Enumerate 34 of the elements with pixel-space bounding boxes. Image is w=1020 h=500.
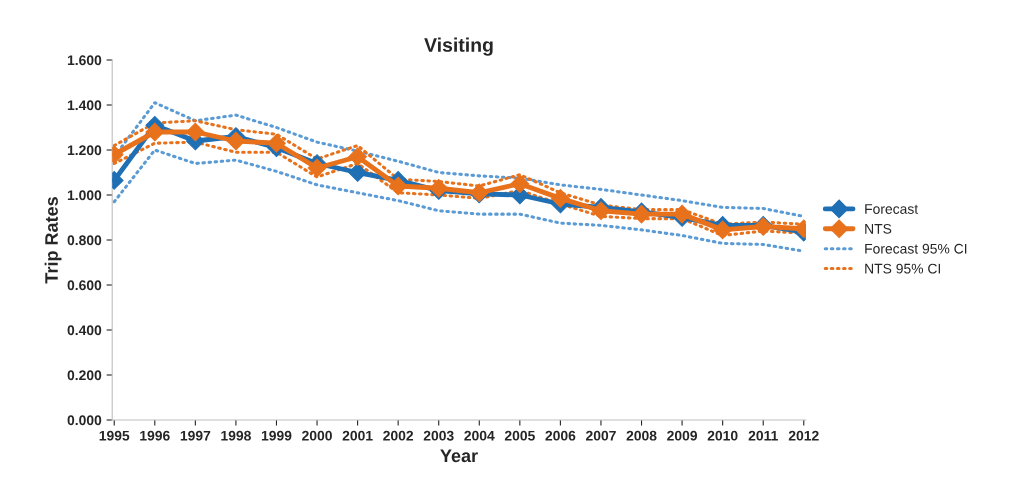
- legend-label: Forecast 95% CI: [865, 243, 967, 254]
- x-tick-label: 2005: [504, 430, 535, 441]
- x-tick-label: 2004: [464, 430, 495, 441]
- x-tick-label: 2002: [383, 430, 414, 441]
- y-tick-label: 1.600: [67, 55, 102, 66]
- y-tick-label: 1.400: [67, 100, 102, 111]
- y-tick-label: 0.600: [67, 280, 102, 291]
- y-tick-label: 0.400: [67, 325, 102, 336]
- x-tick-label: 1996: [140, 430, 170, 441]
- x-tick-label: 2008: [626, 430, 657, 441]
- x-tick-label: 2010: [707, 430, 738, 441]
- legend-label: NTS: [865, 223, 892, 234]
- x-tick-label: 2003: [423, 430, 454, 441]
- y-tick-label: 0.200: [67, 370, 102, 381]
- x-tick-label: 1995: [99, 430, 130, 441]
- x-tick-label: 2006: [545, 430, 576, 441]
- legend-label: NTS 95% CI: [865, 263, 941, 274]
- y-tick-label: 0.800: [67, 235, 102, 246]
- x-tick-label: 1997: [180, 430, 211, 441]
- x-tick-label: 2012: [788, 430, 819, 441]
- y-axis-title: Trip Rates: [44, 197, 62, 284]
- chart-title: Visiting: [424, 37, 493, 56]
- x-tick-label: 2009: [667, 430, 698, 441]
- y-tick-label: 1.000: [67, 190, 102, 201]
- legend-label: Forecast: [865, 204, 919, 214]
- x-tick-label: 2011: [748, 430, 778, 441]
- x-tick-label: 2000: [302, 430, 332, 441]
- x-tick-label: 1998: [221, 430, 251, 441]
- y-tick-label: 1.200: [67, 145, 102, 156]
- x-tick-label: 2001: [342, 430, 373, 441]
- x-tick-label: 1999: [261, 430, 292, 441]
- y-tick-label: 0.000: [67, 415, 102, 426]
- x-tick-label: 2007: [586, 430, 616, 441]
- x-axis-title: Year: [440, 449, 478, 463]
